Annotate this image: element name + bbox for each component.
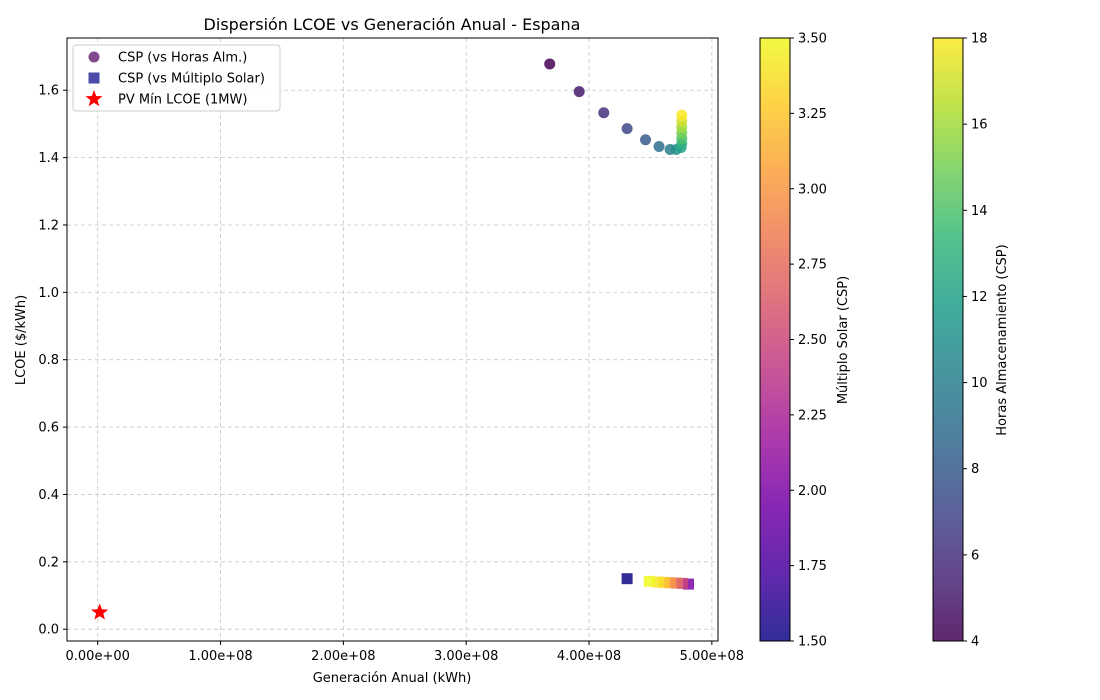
chart-title: Dispersión LCOE vs Generación Anual - Es… xyxy=(204,15,581,34)
legend-label: CSP (vs Horas Alm.) xyxy=(118,51,247,66)
colorbar-tick-label: 2.00 xyxy=(798,484,827,499)
data-point xyxy=(676,109,688,121)
colorbar-tick-label: 16 xyxy=(971,118,988,133)
legend: CSP (vs Horas Alm.) CSP (vs Múltiplo Sola… xyxy=(72,44,281,112)
colorbar-tick-label: 2.75 xyxy=(798,258,827,273)
colorbar-tick-label: 14 xyxy=(971,204,988,219)
series-circle xyxy=(544,58,688,156)
colorbar-multiplo-solar: 1.50 1.75 2.00 2.25 2.50 2.75 3.00 3.25 3.50 Múl… xyxy=(759,32,851,650)
data-point xyxy=(598,107,610,119)
x-tick-label: 4.00e+08 xyxy=(557,649,621,664)
y-tick-label: 1.0 xyxy=(38,286,59,301)
data-point xyxy=(664,577,676,589)
x-tick-label: 0.00e+00 xyxy=(66,649,130,664)
colorbar-gradient xyxy=(932,37,964,642)
data-point xyxy=(653,140,665,152)
plot-frame xyxy=(66,37,719,642)
legend-label: CSP (vs Múltiplo Solar) xyxy=(118,72,265,87)
data-point xyxy=(658,576,670,588)
colorbar-tick-label: 18 xyxy=(971,32,988,47)
y-tick-label: 0.0 xyxy=(38,623,59,638)
y-tick-label: 0.2 xyxy=(38,555,59,570)
data-point xyxy=(640,134,652,146)
grid xyxy=(67,38,718,641)
x-tick-label: 5.00e+08 xyxy=(680,649,744,664)
colorbar-tick-label: 8 xyxy=(971,462,979,477)
y-tick-label: 0.4 xyxy=(38,488,59,503)
x-tick-label: 2.00e+08 xyxy=(311,649,375,664)
data-point xyxy=(670,577,682,589)
colorbar-gradient xyxy=(759,37,791,642)
data-point xyxy=(643,575,655,587)
legend-marker xyxy=(88,51,100,63)
x-axis-ticks: 0.00e+00 1.00e+08 2.00e+08 3.00e+08 4.00e+08… xyxy=(66,641,744,664)
y-tick-label: 1.4 xyxy=(38,151,59,166)
colorbar-horas-almacenamiento: 4 6 8 10 12 14 16 18 Horas Almacenamiento (CSP) xyxy=(932,32,1010,650)
colorbar-label: Horas Almacenamiento (CSP) xyxy=(995,244,1010,435)
y-tick-label: 1.6 xyxy=(38,84,59,99)
colorbar-tick-label: 3.25 xyxy=(798,107,827,122)
x-axis-label: Generación Anual (kWh) xyxy=(313,671,472,686)
y-axis-ticks: 0.0 0.2 0.4 0.6 0.8 1.0 1.2 1.4 1.6 xyxy=(38,84,67,638)
colorbar-tick-label: 3.50 xyxy=(798,32,827,47)
y-tick-label: 1.2 xyxy=(38,218,59,233)
colorbar-tick-label: 10 xyxy=(971,376,988,391)
data-point xyxy=(621,573,633,585)
colorbar-tick-label: 6 xyxy=(971,548,979,563)
colorbar-tick-label: 3.00 xyxy=(798,182,827,197)
colorbar-tick-label: 1.50 xyxy=(798,635,827,650)
legend-box xyxy=(72,44,281,112)
y-axis-label: LCOE ($/kWh) xyxy=(14,295,29,385)
legend-label: PV Mín LCOE (1MW) xyxy=(118,93,247,108)
colorbar-label: Múltiplo Solar (CSP) xyxy=(836,276,851,404)
colorbar-tick-label: 2.50 xyxy=(798,333,827,348)
legend-marker xyxy=(85,90,103,107)
data-point xyxy=(544,58,556,70)
y-tick-label: 0.8 xyxy=(38,353,59,368)
colorbar-tick-label: 4 xyxy=(971,635,979,650)
colorbar-tick-label: 2.25 xyxy=(798,408,827,423)
data-point xyxy=(652,576,664,588)
data-point xyxy=(621,123,633,135)
data-point xyxy=(676,577,688,589)
y-tick-label: 0.6 xyxy=(38,421,59,436)
x-tick-label: 3.00e+08 xyxy=(434,649,498,664)
colorbar-tick-label: 1.75 xyxy=(798,559,827,574)
series-star xyxy=(91,603,109,620)
plot-area: 0.00e+00 1.00e+08 2.00e+08 3.00e+08 4.00e+08… xyxy=(38,37,744,664)
data-point xyxy=(91,603,109,620)
legend-marker xyxy=(88,72,100,84)
series-square xyxy=(621,573,695,590)
plot-background xyxy=(67,38,718,641)
data-point xyxy=(683,578,695,590)
x-tick-label: 1.00e+08 xyxy=(188,649,252,664)
data-points xyxy=(91,58,695,620)
colorbar-tick-label: 12 xyxy=(971,290,988,305)
data-point xyxy=(573,86,585,98)
